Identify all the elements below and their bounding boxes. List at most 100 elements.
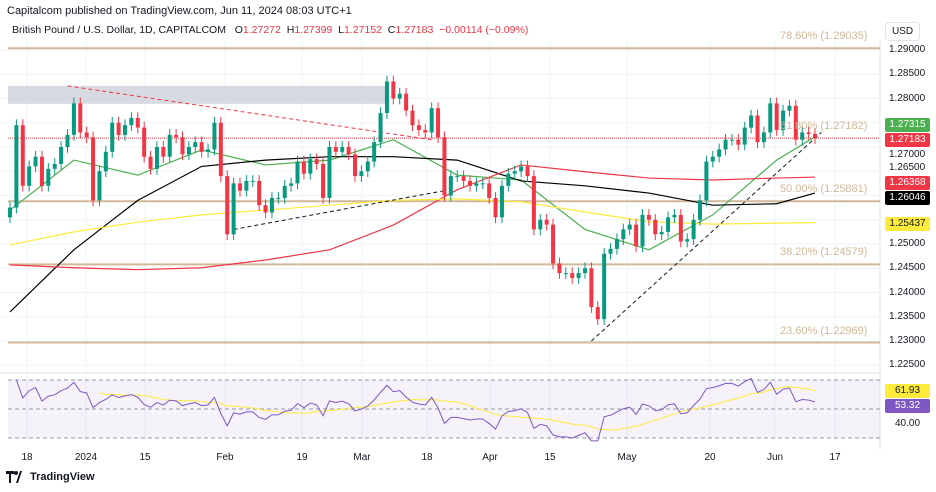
candle-body xyxy=(672,214,677,218)
price-axis-label: 1.27000 xyxy=(889,149,926,160)
candle-body xyxy=(806,132,811,134)
candle-body xyxy=(781,110,786,131)
candle-body xyxy=(468,180,472,186)
candle-body xyxy=(614,239,619,249)
time-axis-label: 2024 xyxy=(74,452,98,463)
candle-body xyxy=(27,166,32,186)
candle-body xyxy=(340,147,345,152)
time-axis-label: 18 xyxy=(421,452,433,463)
publisher-line: Capitalcom published on TradingView.com,… xyxy=(7,5,352,17)
candle-body xyxy=(308,159,313,174)
candle-body xyxy=(129,117,134,126)
price-axis-label: 1.29000 xyxy=(889,44,926,55)
price-chart[interactable] xyxy=(0,40,936,450)
symbol-name: British Pound / U.S. Dollar, 1D, CAPITAL… xyxy=(12,24,226,36)
candle-body xyxy=(512,171,517,174)
currency-button[interactable]: USD xyxy=(885,22,921,41)
tradingview-logo[interactable]: TradingView xyxy=(6,471,95,483)
candle-body xyxy=(333,147,338,152)
candle-body xyxy=(461,176,466,181)
candle-body xyxy=(634,224,639,247)
fib-label: 23.60% (1.22969) xyxy=(780,324,868,337)
candle-body xyxy=(353,154,357,177)
candle-body xyxy=(621,229,626,240)
candle-body xyxy=(359,171,364,177)
candle-body xyxy=(289,183,294,186)
candle-body xyxy=(238,183,242,191)
rsi-value-tag: 40.00 xyxy=(894,418,921,429)
candle-body xyxy=(787,105,792,111)
rsi-line xyxy=(15,377,816,442)
candle-body xyxy=(321,163,326,198)
candle-body xyxy=(595,307,600,320)
moving-average-line xyxy=(9,164,816,271)
rsi-value-tag: 53.32 xyxy=(885,399,930,413)
time-axis-label: 15 xyxy=(139,452,151,463)
time-axis-label: 18 xyxy=(21,452,33,463)
candle-body xyxy=(448,176,453,196)
candle-body xyxy=(282,185,287,198)
trendline xyxy=(591,132,822,342)
candle-body xyxy=(423,130,428,133)
time-axis-label: 20 xyxy=(704,452,716,463)
candle-body xyxy=(269,197,274,213)
candle-body xyxy=(65,134,70,147)
candle-body xyxy=(659,231,664,235)
price-axis-label: 1.23000 xyxy=(889,335,926,346)
candle-body xyxy=(525,166,530,177)
candle-body xyxy=(244,180,249,191)
candle-body xyxy=(154,147,159,169)
candle-body xyxy=(691,219,696,240)
candle-body xyxy=(487,183,492,198)
candle-body xyxy=(602,253,607,320)
candle-body xyxy=(365,161,370,172)
candle-body xyxy=(110,122,115,152)
candle-body xyxy=(20,125,25,186)
candle-body xyxy=(583,268,587,274)
candle-body xyxy=(678,214,683,242)
time-axis-label: 15 xyxy=(544,452,556,463)
candle-body xyxy=(646,214,651,220)
candle-body xyxy=(225,176,230,235)
rsi-value-tag: 61.93 xyxy=(885,384,930,398)
symbol-legend: British Pound / U.S. Dollar, 1D, CAPITAL… xyxy=(12,24,528,36)
time-axis-label: 19 xyxy=(296,452,308,463)
candle-body xyxy=(71,103,76,135)
candle-body xyxy=(123,125,127,135)
candle-body xyxy=(800,132,805,140)
candle-body xyxy=(704,161,709,201)
time-axis-label: 17 xyxy=(829,452,841,463)
candle-body xyxy=(276,197,281,199)
candle-body xyxy=(685,239,690,242)
candle-body xyxy=(116,122,121,135)
candle-body xyxy=(257,180,262,206)
candle-body xyxy=(499,185,504,218)
candle-body xyxy=(544,219,549,225)
candle-body xyxy=(793,105,798,140)
candle-body xyxy=(174,134,179,138)
candle-body xyxy=(813,133,817,139)
candle-body xyxy=(97,171,102,201)
candle-body xyxy=(474,183,479,186)
trendline xyxy=(233,190,445,230)
candle-body xyxy=(397,93,402,99)
candle-body xyxy=(493,197,498,218)
resistance-zone xyxy=(8,85,385,104)
candle-body xyxy=(576,273,581,278)
price-axis-label: 1.22500 xyxy=(889,359,926,371)
candle-body xyxy=(33,156,38,167)
moving-average-line xyxy=(9,198,816,246)
candle-body xyxy=(755,115,760,143)
candle-body xyxy=(186,147,191,155)
candle-body xyxy=(52,163,57,169)
candle-body xyxy=(538,219,543,230)
price-axis-label: 1.26500 xyxy=(889,162,926,173)
time-axis-label: Jun xyxy=(766,452,784,463)
price-tag: 1.26368 xyxy=(885,176,930,190)
candle-body xyxy=(742,127,747,145)
candle-body xyxy=(442,137,447,196)
high-label: H xyxy=(286,24,295,36)
candle-body xyxy=(372,142,377,162)
candle-body xyxy=(608,248,613,254)
candle-body xyxy=(627,224,632,230)
